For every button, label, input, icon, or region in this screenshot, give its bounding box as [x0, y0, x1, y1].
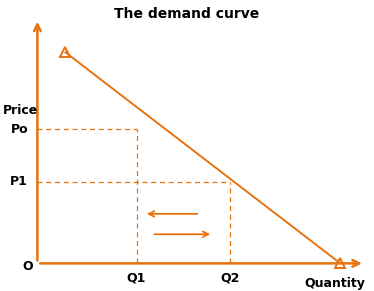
Text: P1: P1 — [10, 175, 28, 188]
Text: Q1: Q1 — [127, 272, 146, 284]
Text: O: O — [23, 260, 33, 273]
Text: Price: Price — [3, 104, 38, 117]
Text: Q2: Q2 — [220, 272, 240, 284]
Text: The demand curve: The demand curve — [114, 7, 260, 21]
Text: Quantity: Quantity — [304, 277, 365, 290]
Text: Po: Po — [10, 123, 28, 136]
